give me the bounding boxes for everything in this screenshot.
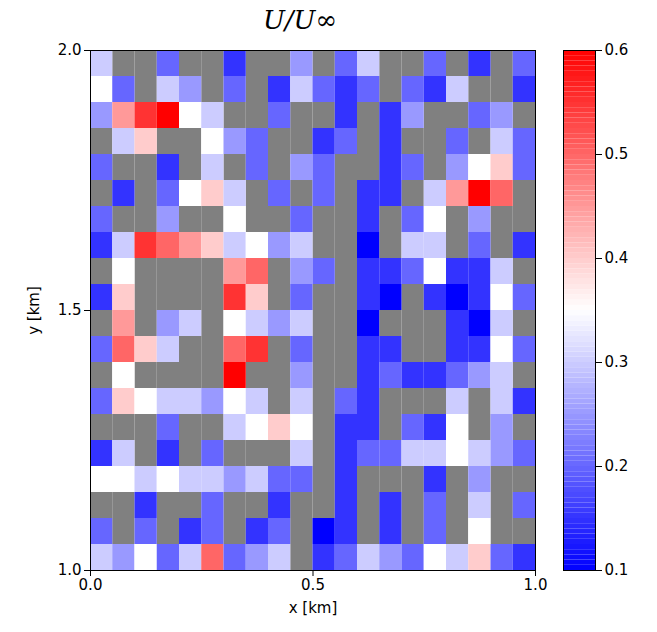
svg-text:0.6: 0.6	[605, 41, 629, 59]
svg-text:2.0: 2.0	[58, 41, 82, 59]
svg-text:y [km]: y [km]	[25, 286, 43, 335]
svg-text:1.0: 1.0	[524, 576, 548, 594]
svg-text:0.5: 0.5	[605, 145, 629, 163]
svg-text:0.1: 0.1	[605, 561, 629, 579]
svg-text:0.2: 0.2	[605, 457, 629, 475]
svg-text:1.0: 1.0	[57, 561, 82, 580]
svg-text:0.4: 0.4	[605, 249, 629, 267]
html-text:U/U∞: U/U∞	[262, 5, 338, 35]
svg-text:0.0: 0.0	[79, 576, 103, 594]
svg-text:0.5: 0.5	[301, 576, 325, 594]
svg-text:x [km]: x [km]	[289, 599, 338, 617]
svg-text:0.3: 0.3	[605, 353, 629, 371]
svg-text:1.5: 1.5	[58, 301, 82, 319]
